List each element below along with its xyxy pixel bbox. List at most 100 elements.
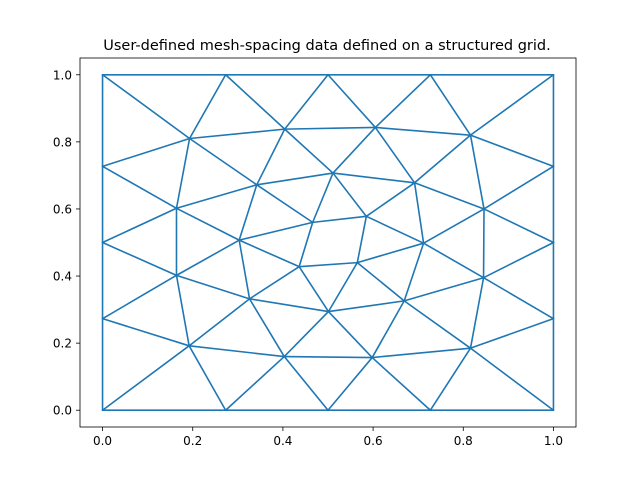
mesh-edge-72 <box>188 137 258 186</box>
mesh-edge-38 <box>101 73 191 140</box>
mesh-edge-98 <box>311 215 368 224</box>
mesh-edge-90 <box>365 181 416 218</box>
mesh-edge-64 <box>422 242 485 279</box>
x-axis: 0.0 0.2 0.4 0.6 0.8 1.0 <box>93 427 563 448</box>
mesh-edge-92 <box>311 172 334 224</box>
mesh-edge-35 <box>283 73 329 130</box>
mesh-edge-45 <box>283 355 373 359</box>
mesh-edge-31 <box>469 73 555 136</box>
y-axis: 0.0 0.2 0.4 0.6 0.8 1.0 <box>53 68 80 418</box>
mesh-edge-79 <box>413 181 425 244</box>
y-tick-label: 0.8 <box>53 135 72 149</box>
mesh-edge-57 <box>175 274 251 300</box>
mesh-edge-84 <box>248 265 300 300</box>
mesh-edge-62 <box>403 300 472 349</box>
mesh-edge-74 <box>175 207 240 241</box>
mesh-edge-61 <box>371 300 406 359</box>
mesh-edge-59 <box>283 310 330 358</box>
mesh-edge-71 <box>255 128 286 186</box>
mesh-edge-36 <box>224 73 286 130</box>
mesh-edge-50 <box>374 126 472 136</box>
mesh-edge-22 <box>371 356 432 412</box>
mesh-edge-34 <box>327 73 377 129</box>
x-tick-label: 0.6 <box>364 434 383 448</box>
y-tick-label: 0.2 <box>53 337 72 351</box>
mesh-edge-16 <box>101 345 190 412</box>
mesh-edge-32 <box>429 73 472 136</box>
mesh-edge-96 <box>298 261 359 268</box>
mesh-edge-91 <box>332 172 368 218</box>
axes-frame <box>79 57 577 428</box>
mesh-edge-87 <box>356 261 406 302</box>
y-tick-label: 0.0 <box>53 404 72 418</box>
mesh-edge-24 <box>469 347 555 412</box>
mesh-edge-93 <box>255 184 314 224</box>
mesh-edge-37 <box>188 73 227 140</box>
y-tick-label: 1.0 <box>53 68 72 82</box>
x-tick-label: 0.0 <box>93 434 112 448</box>
mesh-edge-49 <box>469 134 485 210</box>
y-tick-label: 0.6 <box>53 202 72 216</box>
mesh-edge-47 <box>469 276 485 349</box>
x-tick-label: 0.8 <box>454 434 473 448</box>
mesh-edge-70 <box>283 128 334 174</box>
mesh-edge-30 <box>469 134 555 168</box>
mesh-edge-60 <box>327 310 373 359</box>
mesh-edge-44 <box>188 345 286 358</box>
mesh-edge-82 <box>238 184 258 241</box>
mesh-edge-89 <box>365 215 425 244</box>
mesh-edge-97 <box>356 215 368 264</box>
mesh-edge-18 <box>188 345 227 412</box>
mesh-edge-51 <box>283 126 377 130</box>
mesh-edge-19 <box>224 355 286 412</box>
mesh-edge-21 <box>327 356 373 412</box>
mesh-edge-66 <box>413 181 485 210</box>
mesh-edge-42 <box>101 241 178 277</box>
mesh-edge-88 <box>356 242 425 264</box>
mesh-edge-28 <box>483 208 555 244</box>
mesh-edge-52 <box>188 128 286 140</box>
x-tick-label: 1.0 <box>544 434 563 448</box>
mesh-edge-40 <box>101 165 178 210</box>
mesh-edge-67 <box>413 134 472 184</box>
mesh-edge-78 <box>403 242 425 302</box>
mesh-edge-81 <box>255 172 334 186</box>
y-tick-label: 0.4 <box>53 270 72 284</box>
mesh-edge-46 <box>371 347 472 359</box>
mesh-edge-33 <box>374 73 432 129</box>
mesh-edge-85 <box>298 265 330 313</box>
mesh-edge-68 <box>374 126 416 184</box>
mesh-edge-53 <box>175 137 191 210</box>
mesh-edge-73 <box>175 184 258 210</box>
x-tick-label: 0.2 <box>183 434 202 448</box>
mesh-edge-20 <box>283 355 329 412</box>
mesh-edge-80 <box>332 172 416 184</box>
x-tick-label: 0.4 <box>273 434 292 448</box>
mesh-edge-63 <box>403 276 485 302</box>
mesh-edge-75 <box>175 239 240 277</box>
mesh-edge-95 <box>238 239 300 268</box>
mesh-edge-58 <box>248 298 286 358</box>
mesh-edge-55 <box>175 274 190 347</box>
mesh-edge-76 <box>248 298 330 313</box>
mesh-edge-94 <box>238 221 314 241</box>
mesh-edge-26 <box>482 276 555 320</box>
mesh-edge-43 <box>101 274 178 320</box>
mesh-edge-56 <box>188 298 251 347</box>
chart-title: User-defined mesh-spacing data defined o… <box>103 38 550 54</box>
mesh-edge-27 <box>482 241 555 279</box>
mesh-edge-86 <box>327 261 359 313</box>
mesh-edge-69 <box>332 126 377 174</box>
mesh-layer <box>101 73 555 412</box>
mesh-edge-17 <box>101 317 190 347</box>
mesh-edge-23 <box>429 347 472 412</box>
mesh-edge-99 <box>298 221 314 268</box>
mesh-edge-77 <box>327 300 406 313</box>
mesh-edge-29 <box>483 165 555 210</box>
mesh-edge-39 <box>101 137 191 168</box>
mesh-edge-25 <box>469 317 555 349</box>
mesh-edge-83 <box>238 239 251 300</box>
mesh-edge-41 <box>101 207 178 244</box>
mesh-edge-65 <box>422 208 485 244</box>
